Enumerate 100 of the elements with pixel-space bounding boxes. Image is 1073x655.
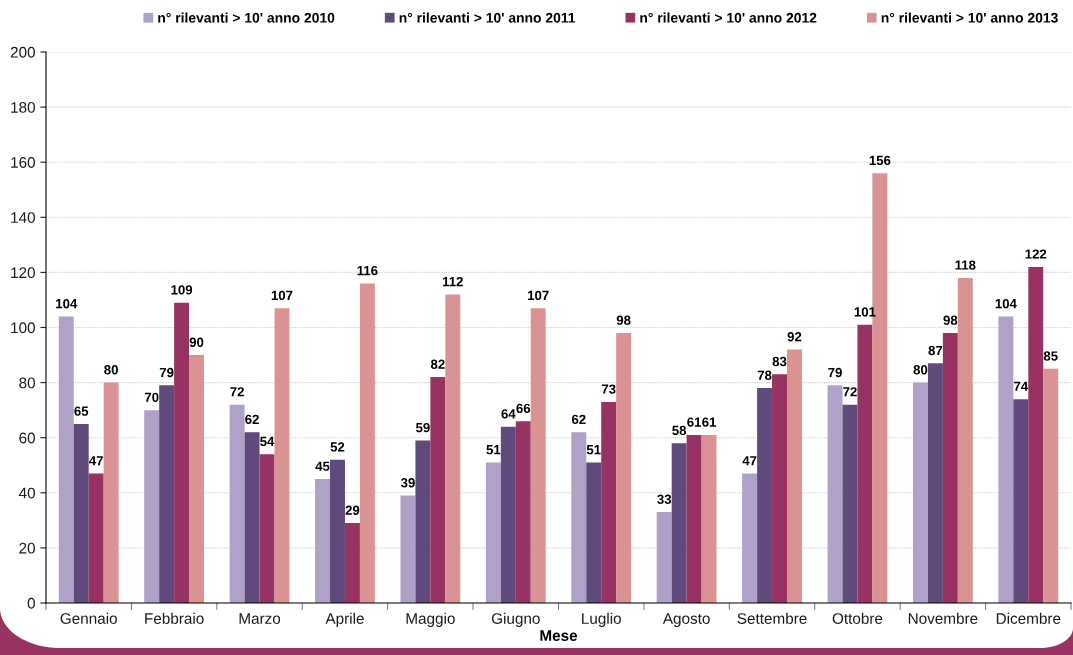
data-label: 104 [56, 298, 78, 309]
x-tick-label: Novembre [908, 612, 978, 624]
data-label: 83 [772, 356, 787, 367]
data-label: 92 [787, 332, 802, 342]
data-label: 51 [586, 445, 601, 455]
bar [430, 377, 446, 603]
data-label: 66 [516, 403, 531, 414]
bar [229, 404, 245, 603]
bar [586, 462, 602, 603]
bar [571, 432, 587, 603]
x-tick-label: Maggio [406, 612, 455, 627]
data-label: 98 [943, 315, 958, 325]
data-label: 73 [601, 384, 616, 394]
bar [144, 410, 160, 603]
data-label: 39 [400, 478, 415, 488]
data-label: 104 [995, 298, 1017, 309]
bar [244, 432, 260, 603]
bar [73, 423, 89, 603]
bar [786, 349, 802, 603]
data-label: 79 [828, 367, 842, 378]
x-tick-label: Gennaio [60, 612, 117, 624]
bar [742, 473, 758, 603]
data-label: 90 [189, 337, 204, 347]
bar [274, 308, 290, 603]
x-tick-label: Dicembre [996, 612, 1061, 624]
y-tick-label: 40 [18, 487, 35, 499]
y-tick-label: 60 [19, 432, 35, 444]
y-tick-label: 0 [27, 597, 35, 609]
bar [359, 283, 375, 603]
y-tick-label: 160 [11, 157, 35, 168]
x-tick-label: Aprile [325, 612, 364, 627]
bar [58, 316, 74, 603]
data-label: 78 [757, 370, 772, 380]
bar [957, 277, 973, 603]
data-label: 61 [687, 417, 702, 427]
x-axis-title: Mese [540, 630, 578, 641]
data-label: 74 [1014, 381, 1029, 391]
data-label: 82 [430, 359, 445, 369]
data-label: 47 [89, 456, 103, 466]
bar [601, 401, 617, 603]
data-label: 61 [702, 417, 717, 427]
data-label: 65 [74, 406, 89, 416]
legend-label: n° rilevanti > 10' anno 2010 [158, 12, 335, 23]
legend-label: n° rilevanti > 10' anno 2013 [881, 12, 1058, 23]
bar [757, 388, 773, 603]
data-label: 47 [742, 456, 757, 466]
bar [842, 404, 858, 603]
data-label: 98 [616, 315, 631, 325]
bar [189, 355, 205, 603]
legend-label: n° rilevanti > 10' anno 2011 [399, 12, 576, 23]
data-label: 33 [657, 494, 672, 504]
bar [1013, 399, 1029, 603]
y-tick-label: 180 [11, 101, 35, 113]
data-label: 72 [843, 387, 857, 397]
bar [857, 324, 873, 603]
data-label: 156 [869, 155, 891, 166]
bar [174, 302, 190, 603]
y-tick-label: 140 [11, 212, 35, 223]
data-label: 85 [1043, 351, 1058, 361]
data-label: 107 [528, 290, 549, 301]
bar [315, 479, 331, 603]
data-label: 45 [315, 461, 330, 471]
bar [445, 294, 461, 603]
bar [344, 523, 360, 603]
x-tick-label: Giugno [491, 612, 540, 627]
x-tick-label: Luglio [582, 612, 621, 627]
x-tick-label: Ottobre [832, 612, 883, 624]
data-label: 109 [171, 285, 193, 295]
data-label: 64 [501, 409, 516, 419]
data-label: 62 [245, 414, 259, 425]
bar [530, 308, 546, 603]
bar [1043, 368, 1059, 603]
data-label: 59 [415, 422, 430, 433]
bar [772, 374, 787, 603]
legend-label: n° rilevanti > 10' anno 2012 [640, 12, 817, 23]
bar [671, 443, 687, 603]
data-label: 51 [486, 445, 501, 455]
y-tick-label: 80 [19, 377, 35, 389]
y-tick-label: 100 [11, 322, 35, 334]
bar [998, 316, 1014, 603]
data-label: 116 [357, 265, 378, 276]
bar [827, 385, 843, 603]
data-label: 112 [442, 276, 463, 287]
bar [485, 462, 501, 603]
bar [515, 421, 531, 603]
bar [159, 385, 175, 603]
bar [415, 440, 431, 603]
y-tick-label: 200 [10, 46, 35, 58]
bar [656, 512, 672, 603]
data-label: 79 [159, 367, 174, 378]
data-label: 54 [260, 436, 275, 447]
bar [942, 333, 958, 603]
data-label: 87 [928, 345, 943, 356]
data-label: 80 [104, 365, 118, 375]
bar [259, 454, 275, 603]
data-label: 72 [230, 387, 244, 397]
data-label: 107 [271, 290, 293, 301]
bar [701, 434, 717, 603]
bar [1028, 266, 1044, 603]
bar [912, 382, 928, 603]
